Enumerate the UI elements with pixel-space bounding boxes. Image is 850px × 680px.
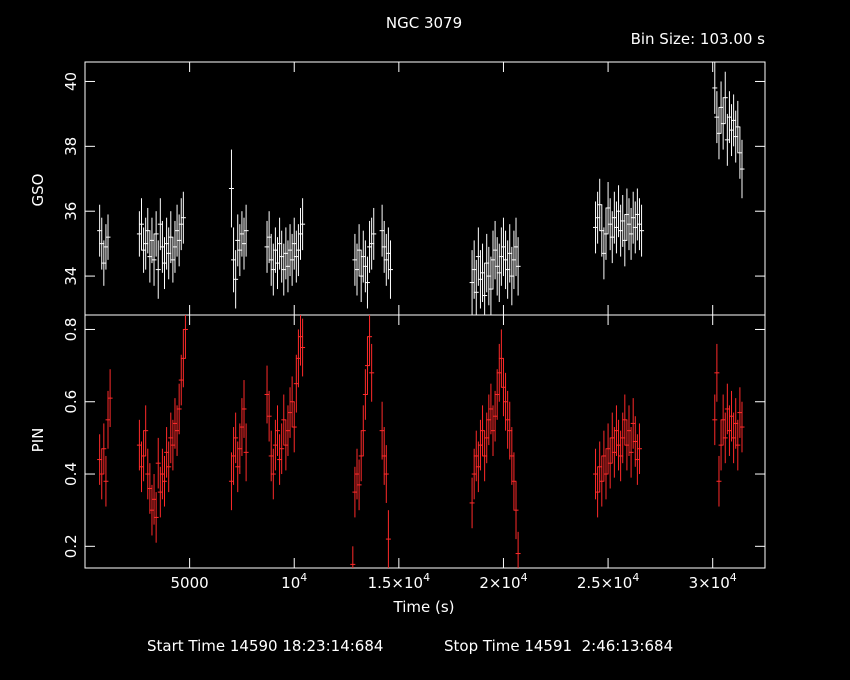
pin-data-point xyxy=(270,448,276,500)
gso-data-point xyxy=(364,256,370,309)
pin-data-point xyxy=(369,343,375,402)
x-tick-label-exponent: 4 xyxy=(300,571,307,584)
pin-data-point xyxy=(367,315,373,366)
pin-data-point xyxy=(350,546,356,568)
x-tick-label-base: 10 xyxy=(281,574,300,592)
gso-data-point xyxy=(233,250,239,309)
pin-data-point xyxy=(103,455,109,507)
pin-data-point xyxy=(385,510,391,568)
gso-data-point xyxy=(180,191,186,244)
pin-axis-label: PIN xyxy=(29,428,47,453)
pin-data-point xyxy=(636,423,642,475)
gso-y-tick-label: 34 xyxy=(62,267,80,286)
gso-data-point xyxy=(153,211,159,257)
x-tick-label-exponent: 4 xyxy=(521,571,528,584)
gso-data-point xyxy=(482,263,488,315)
pin-data-point xyxy=(166,441,172,493)
pin-series xyxy=(97,315,745,568)
pin-data-point xyxy=(383,445,389,503)
x-tick-label: 2×104 xyxy=(479,571,527,592)
pin-y-tick-label: 0.2 xyxy=(62,534,80,558)
gso-data-point xyxy=(155,240,161,299)
bin-size-label: Bin Size: 103.00 s xyxy=(631,30,766,48)
x-tick-label-base: 2×10 xyxy=(479,574,520,592)
gso-data-point xyxy=(712,62,718,114)
pin-data-point xyxy=(722,412,728,464)
pin-data-point xyxy=(469,477,475,529)
pin-data-point xyxy=(274,405,280,456)
gso-data-point xyxy=(151,233,157,286)
x-tick-label: 2.5×104 xyxy=(577,571,640,592)
gso-data-point xyxy=(228,149,234,228)
x-tick-label-exponent: 4 xyxy=(730,571,737,584)
pin-y-tick-label: 0.6 xyxy=(62,390,80,414)
pin-data-point xyxy=(739,401,745,453)
pin-data-point xyxy=(266,390,272,442)
stop-time-label: Stop Time 14591 2:46:13:684 xyxy=(444,637,673,655)
gso-data-point xyxy=(243,204,249,257)
pin-data-point xyxy=(356,459,362,511)
pin-data-point xyxy=(515,531,521,568)
chart-title: NGC 3079 xyxy=(386,14,462,32)
pin-data-point xyxy=(143,405,149,456)
pin-data-point xyxy=(716,455,722,507)
x-tick-label: 104 xyxy=(281,571,307,592)
gso-axis-label: GSO xyxy=(29,174,47,207)
gso-y-tick-label: 40 xyxy=(62,72,80,91)
gso-data-point xyxy=(105,214,111,260)
x-tick-label: 5000 xyxy=(171,574,209,592)
pin-data-point xyxy=(513,481,519,540)
pin-data-point xyxy=(360,405,366,456)
gso-data-point xyxy=(371,207,377,260)
gso-y-tick-label: 36 xyxy=(62,202,80,221)
x-tick-label: 1.5×104 xyxy=(368,571,431,592)
gso-data-point xyxy=(639,204,645,257)
pin-data-point xyxy=(153,492,159,543)
pin-data-point xyxy=(182,315,188,359)
gso-data-point xyxy=(515,237,521,296)
pin-data-point xyxy=(279,423,285,475)
gso-data-point xyxy=(300,198,306,251)
x-tick-label-base: 1.5×10 xyxy=(368,574,424,592)
pin-data-point xyxy=(176,383,182,435)
pin-data-point xyxy=(291,401,297,453)
x-axis-label: Time (s) xyxy=(393,598,455,616)
gso-data-point xyxy=(722,71,728,124)
x-tick-label: 3×104 xyxy=(689,571,737,592)
pin-data-point xyxy=(107,369,113,428)
pin-data-point xyxy=(162,455,168,507)
pin-data-point xyxy=(233,412,239,464)
gso-data-point xyxy=(739,139,745,199)
start-time-label: Start Time 14590 18:23:14:684 xyxy=(147,637,383,655)
pin-data-point xyxy=(243,423,249,482)
pin-data-point xyxy=(714,343,720,402)
pin-y-tick-label: 0.4 xyxy=(62,462,80,486)
gso-data-point xyxy=(138,198,144,251)
pin-data-point xyxy=(241,380,247,438)
pin-data-point xyxy=(101,423,107,475)
x-tick-label-exponent: 4 xyxy=(423,571,430,584)
pin-data-point xyxy=(712,394,718,446)
gso-data-point xyxy=(387,240,393,299)
x-tick-label-base: 3×10 xyxy=(689,574,730,592)
gso-y-tick-label: 38 xyxy=(62,137,80,156)
pin-panel-frame xyxy=(84,314,766,569)
pin-data-point xyxy=(300,318,306,377)
gso-data-point xyxy=(473,259,479,315)
gso-series xyxy=(97,62,745,315)
gso-panel-frame xyxy=(84,61,766,316)
pin-y-tick-label: 0.8 xyxy=(62,318,80,342)
x-tick-label-base: 2.5×10 xyxy=(577,574,633,592)
x-tick-label-exponent: 4 xyxy=(632,571,639,584)
pin-data-point xyxy=(155,437,161,489)
pin-data-point xyxy=(735,419,741,471)
pin-data-point xyxy=(628,427,634,478)
